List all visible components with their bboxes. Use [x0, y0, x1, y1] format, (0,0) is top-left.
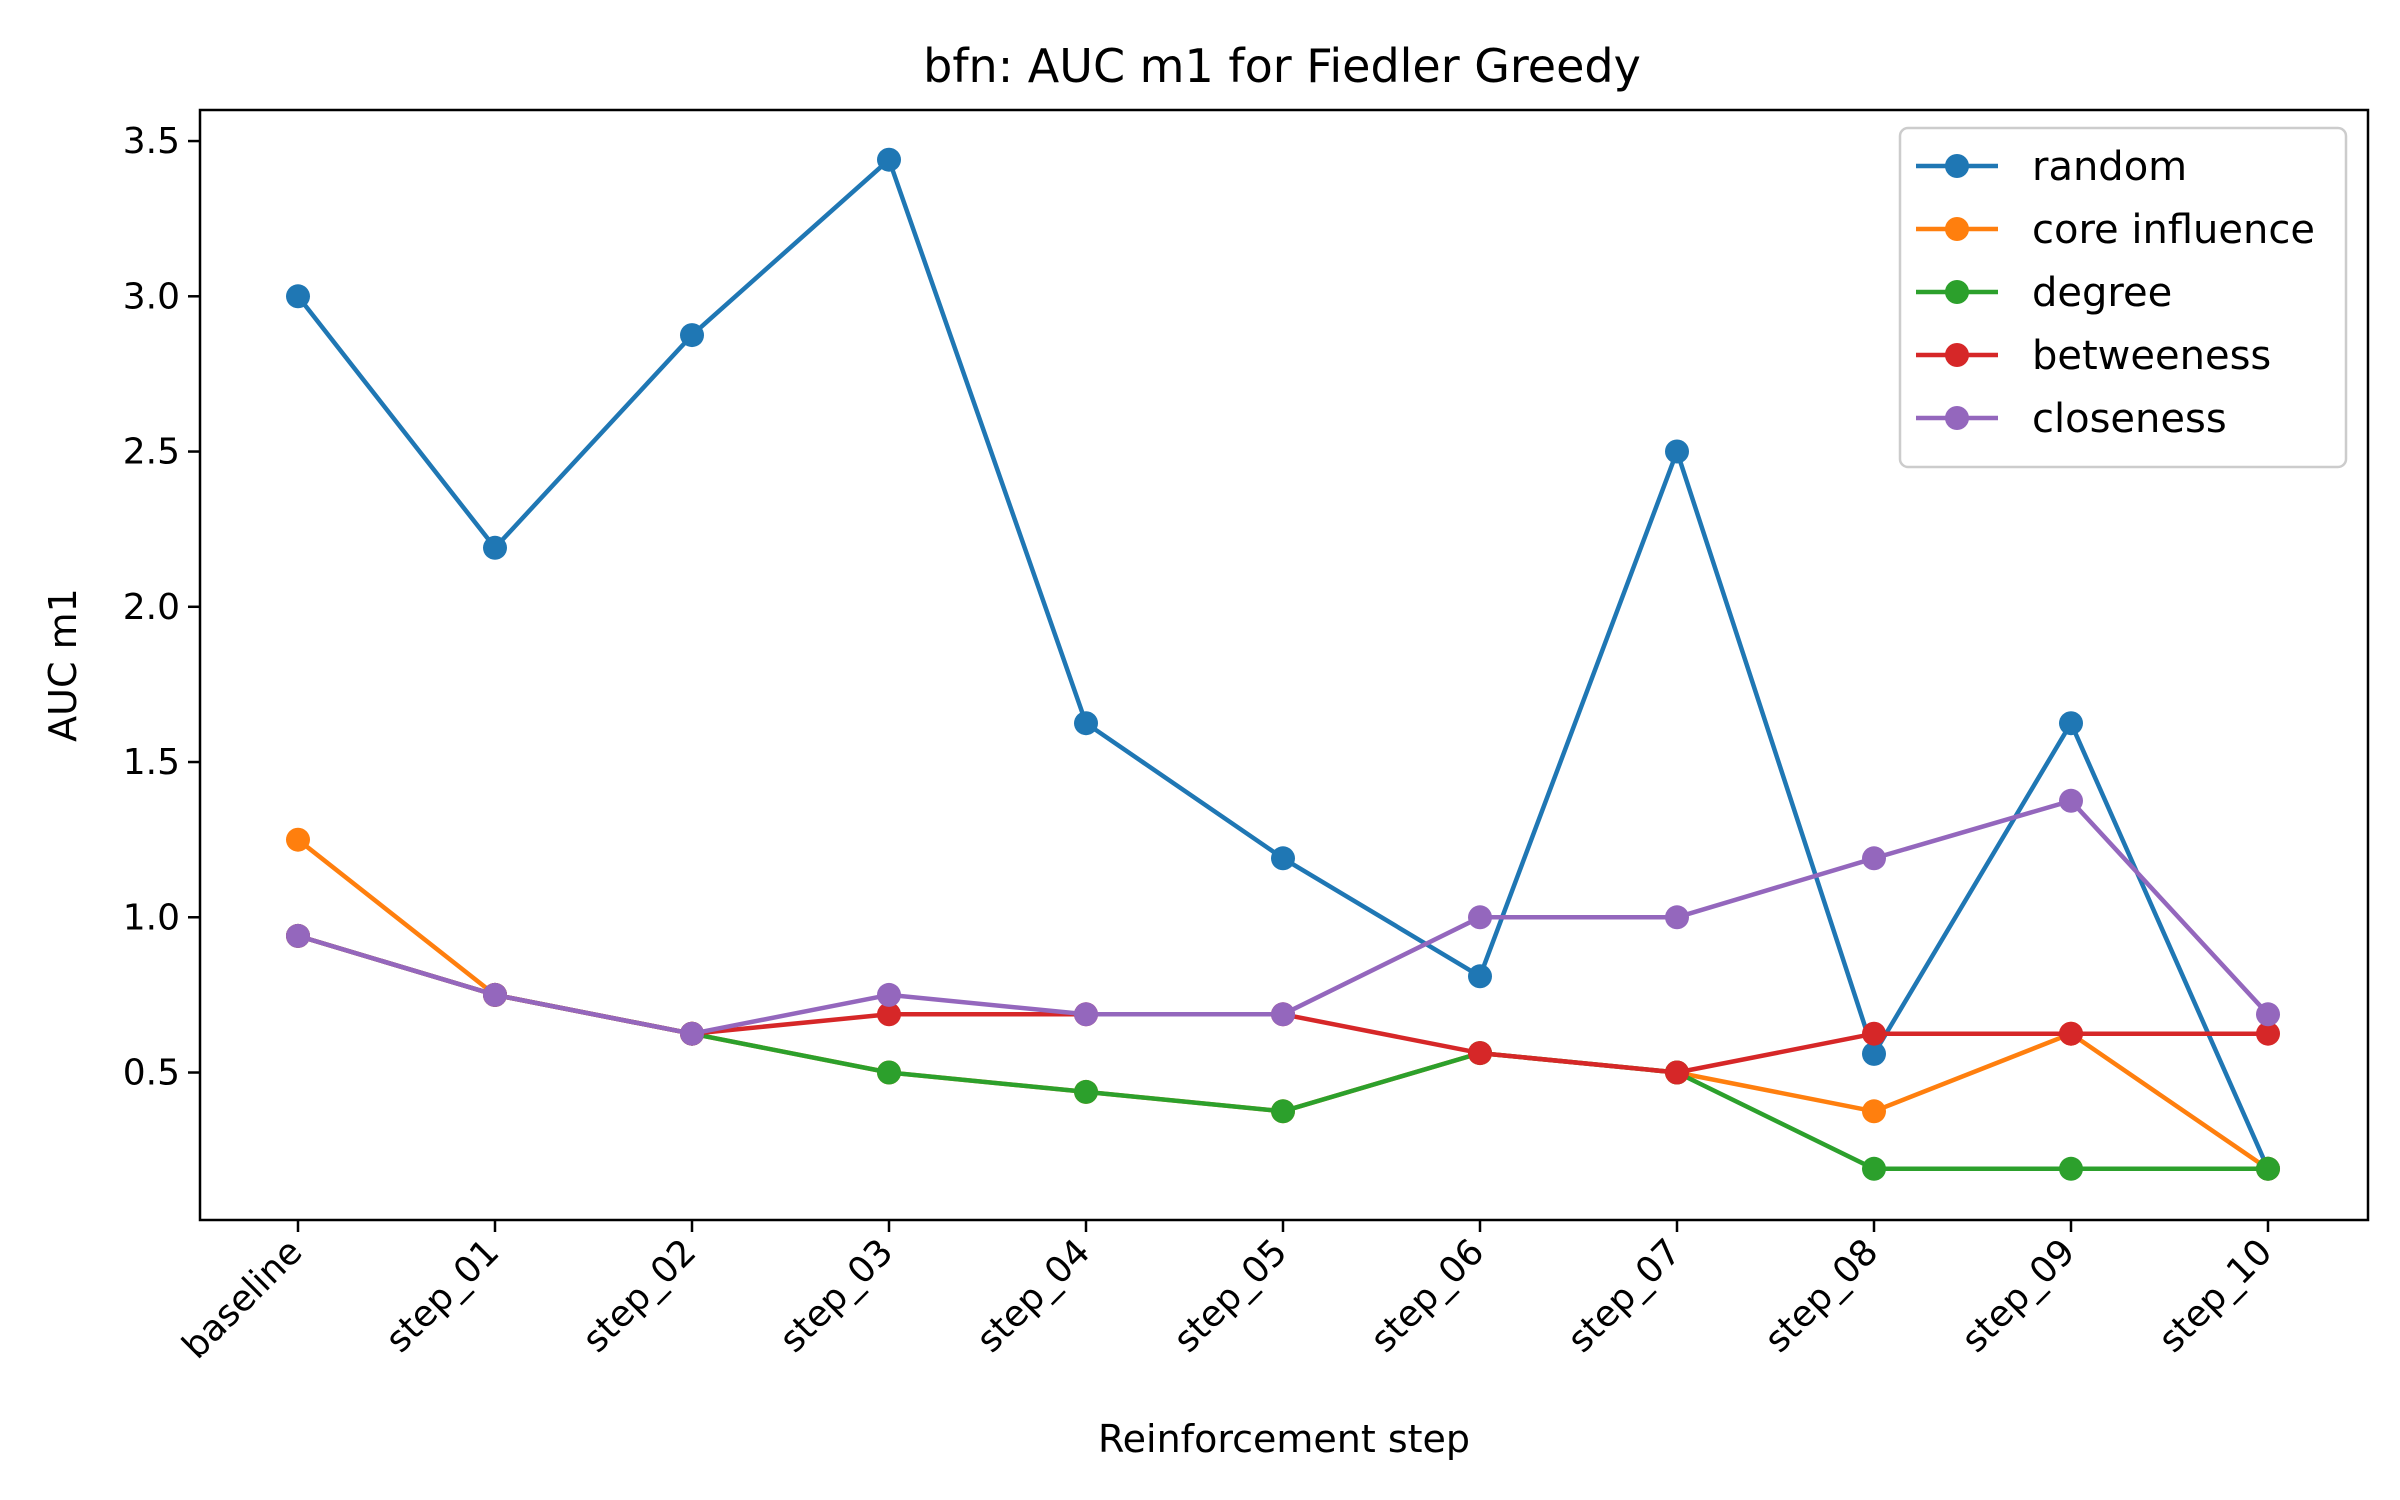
data-point	[1665, 905, 1689, 930]
series-closeness	[286, 788, 2280, 1046]
data-point	[1862, 1041, 1886, 1066]
data-point	[1271, 1099, 1295, 1124]
legend-item: core influence	[1916, 207, 2315, 253]
x-tick-label: step_07	[1560, 1231, 1689, 1360]
data-point	[2256, 1002, 2280, 1027]
data-point	[1665, 1060, 1689, 1085]
data-point	[877, 1060, 901, 1085]
data-point	[877, 1002, 901, 1027]
legend-item: betweeness	[1916, 333, 2271, 379]
y-tick-label: 1.5	[123, 742, 180, 783]
data-point	[680, 323, 704, 348]
legend-box	[1898, 126, 2348, 469]
data-point	[286, 923, 310, 948]
legend-label: betweeness	[2032, 333, 2271, 379]
data-point	[2059, 788, 2083, 813]
data-point	[483, 982, 507, 1007]
legend-label: degree	[2032, 270, 2172, 316]
x-axis: baseline step_01 step_02 step_03 step_04 step…	[175, 1220, 2280, 1367]
legend: random core influence degree betweeness clos…	[1898, 126, 2348, 469]
legend-marker	[1945, 406, 1969, 430]
legend-marker	[1945, 343, 1969, 367]
data-point	[286, 284, 310, 309]
x-tick-label: step_01	[378, 1231, 507, 1360]
y-tick-label: 2.0	[123, 587, 180, 628]
data-point	[1271, 1002, 1295, 1027]
data-point	[1862, 1099, 1886, 1124]
legend-label: core influence	[2032, 207, 2315, 253]
y-tick-label: 3.0	[123, 276, 180, 317]
x-tick-label: step_06	[1363, 1231, 1492, 1360]
legend-marker	[1945, 280, 1969, 304]
data-point	[680, 1021, 704, 1046]
data-point	[1468, 905, 1492, 930]
legend-label: random	[2032, 144, 2187, 190]
data-point	[2059, 1156, 2083, 1181]
data-point	[1862, 1021, 1886, 1046]
legend-marker	[1945, 217, 1969, 241]
y-axis: 0.5 1.0 1.5 2.0 2.5 3.0 3.5	[123, 121, 200, 1094]
x-tick-label: step_02	[575, 1231, 704, 1360]
data-point	[877, 147, 901, 172]
y-tick-label: 3.5	[123, 121, 180, 162]
data-point	[1665, 439, 1689, 464]
series-line	[295, 933, 2271, 1172]
legend-item: closeness	[1916, 396, 2227, 442]
data-point	[1074, 711, 1098, 736]
series-line	[295, 798, 2271, 1036]
data-point	[2059, 711, 2083, 736]
x-tick-label: step_03	[772, 1231, 901, 1360]
data-point	[1271, 846, 1295, 871]
y-tick-label: 1.0	[123, 897, 180, 938]
y-tick-label: 0.5	[123, 1053, 180, 1094]
legend-marker	[1945, 154, 1969, 178]
y-tick-label: 2.5	[123, 432, 180, 473]
data-point	[877, 982, 901, 1007]
x-axis-label: Reinforcement step	[1098, 1417, 1470, 1461]
data-point	[2059, 1021, 2083, 1046]
legend-item: random	[1916, 144, 2187, 190]
chart-title: bfn: AUC m1 for Fiedler Greedy	[923, 39, 1641, 93]
x-tick-label: step_04	[969, 1231, 1098, 1360]
data-point	[2256, 1156, 2280, 1181]
x-tick-label: step_08	[1757, 1231, 1886, 1360]
series-random	[286, 147, 2280, 1181]
series-degree	[286, 923, 2280, 1181]
y-axis-label: AUC m1	[41, 588, 85, 742]
data-point	[2256, 1021, 2280, 1046]
data-point	[286, 827, 310, 852]
data-point	[483, 535, 507, 560]
data-point	[1468, 964, 1492, 989]
data-point	[1074, 1002, 1098, 1027]
legend-label: closeness	[2032, 396, 2227, 442]
x-tick-label: step_09	[1954, 1231, 2083, 1360]
data-point	[1074, 1079, 1098, 1104]
plot-area	[286, 147, 2280, 1181]
x-tick-label: baseline	[175, 1231, 311, 1367]
legend-item: degree	[1916, 270, 2172, 316]
x-tick-label: step_10	[2151, 1231, 2280, 1360]
data-point	[1468, 1041, 1492, 1066]
x-tick-label: step_05	[1166, 1231, 1295, 1360]
data-point	[1862, 846, 1886, 871]
data-point	[1862, 1156, 1886, 1181]
